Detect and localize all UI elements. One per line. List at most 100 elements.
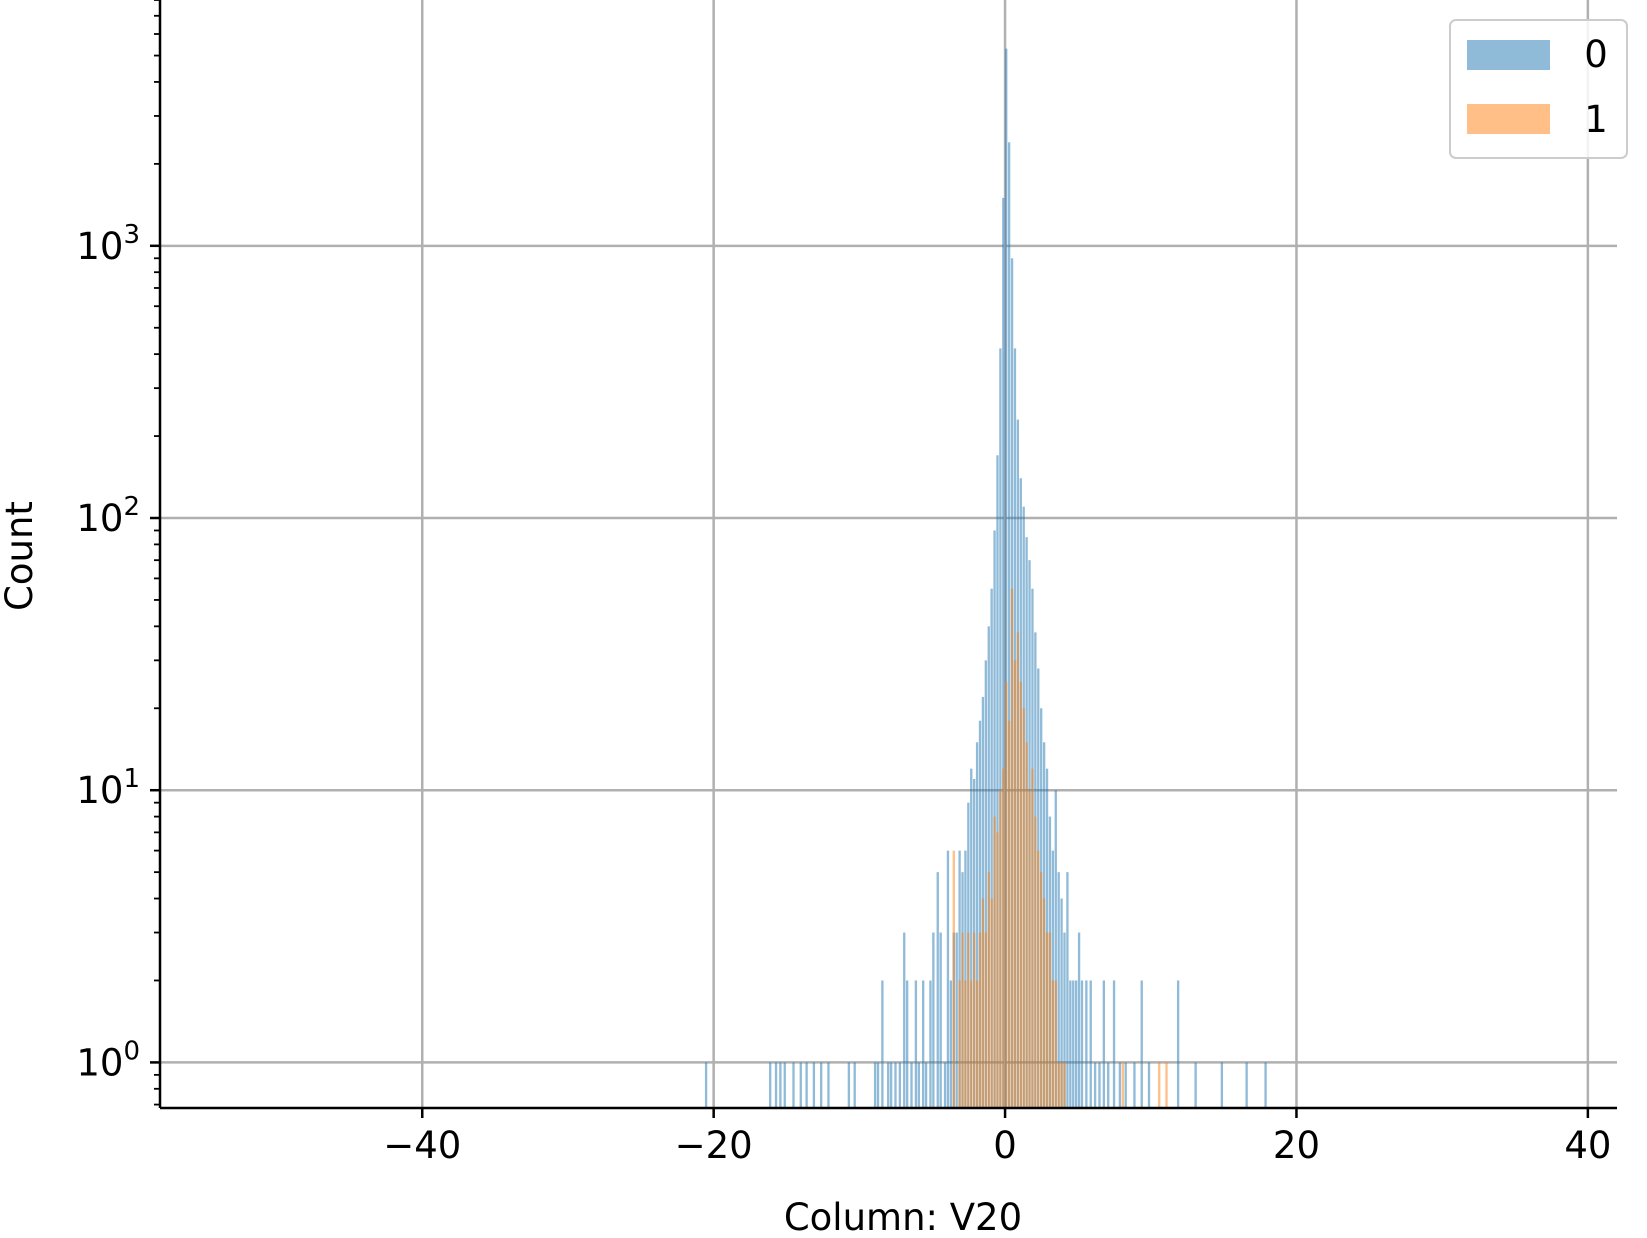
histogram-bar-series-1 xyxy=(1045,932,1049,1108)
histogram-bar-series-0 xyxy=(922,980,925,1108)
histogram-bar-series-0 xyxy=(1051,850,1055,1108)
y-tick-label: 101 xyxy=(76,764,140,812)
histogram-bar-series-1 xyxy=(1158,1062,1161,1108)
tick-marks xyxy=(150,0,1590,1118)
histogram-bar-series-1 xyxy=(978,932,982,1108)
histogram-bar-series-0 xyxy=(946,850,950,1108)
histogram-bar-series-0 xyxy=(905,980,909,1108)
histogram-bar-series-0 xyxy=(999,348,1002,1109)
histogram-bar-series-0 xyxy=(873,1062,877,1108)
histogram-bar-series-1 xyxy=(1048,932,1052,1108)
y-axis-title: Count xyxy=(0,501,41,611)
histogram-bar-series-0 xyxy=(1060,898,1063,1108)
histogram-bar-series-0 xyxy=(805,1062,808,1108)
histogram-bar-series-0 xyxy=(1220,1062,1224,1108)
histogram-bar-series-1 xyxy=(1042,898,1046,1108)
histogram-bar-series-0 xyxy=(1118,1062,1122,1108)
histogram-bar-series-1 xyxy=(970,980,973,1108)
histogram-bar-series-0 xyxy=(889,1062,893,1108)
histogram-bar-series-0 xyxy=(1072,980,1075,1108)
histogram-bar-series-1 xyxy=(1040,872,1043,1108)
histogram-bar-series-0 xyxy=(1264,1062,1267,1108)
histogram-bar-series-0 xyxy=(1005,48,1008,1109)
histogram-bar-series-1 xyxy=(990,898,993,1108)
histogram-bar-series-0 xyxy=(799,1062,802,1108)
histogram-bar-series-0 xyxy=(769,1062,772,1108)
histogram-bar-series-0 xyxy=(853,1062,856,1108)
histogram-bar-series-1 xyxy=(964,980,967,1108)
histogram-bar-series-0 xyxy=(827,1062,830,1108)
histogram-bar-series-0 xyxy=(876,1062,880,1108)
histogram-bar-series-0 xyxy=(1077,932,1081,1108)
histogram-bar-series-1 xyxy=(1057,1062,1060,1108)
histogram-bar-series-0 xyxy=(1074,980,1078,1108)
histogram-bar-series-1 xyxy=(984,932,987,1108)
histogram-bar-series-1 xyxy=(1165,1062,1168,1108)
histogram-bar-series-1 xyxy=(1025,742,1028,1108)
histogram-bar-series-0 xyxy=(924,1062,928,1108)
histogram-bar-series-0 xyxy=(792,1062,795,1108)
histogram-bar-series-1 xyxy=(1028,790,1031,1108)
histogram-bar-series-0 xyxy=(779,1062,782,1108)
histogram-bar-series-0 xyxy=(932,932,935,1108)
x-tick-label: 0 xyxy=(993,1124,1017,1167)
histogram-bar-series-0 xyxy=(881,980,884,1108)
histogram-bar-series-0 xyxy=(975,742,979,1108)
histogram-bar-series-0 xyxy=(958,850,961,1108)
axes xyxy=(158,0,1617,1110)
histogram-bar-series-0 xyxy=(1176,980,1180,1108)
x-tick-label: 40 xyxy=(1564,1124,1611,1167)
histogram-bar-series-0 xyxy=(1085,980,1088,1108)
histogram-bar-series-0 xyxy=(812,1062,816,1108)
histogram-bar-series-0 xyxy=(1057,872,1060,1108)
histogram-bar-series-0 xyxy=(914,980,918,1108)
histogram-bar-series-0 xyxy=(910,1062,913,1108)
histogram-bar-series-1 xyxy=(1051,980,1055,1108)
histogram-bar-series-0 xyxy=(783,1062,786,1108)
histogram-bar-series-0 xyxy=(704,1062,708,1108)
histogram-bar-series-1 xyxy=(1002,768,1005,1108)
histogram-bar-series-1 xyxy=(967,932,970,1108)
histogram-bar-series-1 xyxy=(1007,720,1011,1108)
histogram-bar-series-1 xyxy=(1013,660,1017,1108)
histogram-bar-series-0 xyxy=(1054,790,1057,1108)
histogram-bar-series-0 xyxy=(955,932,958,1108)
histogram-bar-series-0 xyxy=(1112,980,1116,1108)
x-axis-title: Column: V20 xyxy=(784,1196,1022,1238)
x-tick-label: 20 xyxy=(1273,1124,1320,1167)
histogram-bar-series-0 xyxy=(1147,1062,1151,1108)
histogram-bar-series-1 xyxy=(1060,1062,1063,1108)
histogram-bar-series-0 xyxy=(936,872,939,1108)
histogram-bar-series-0 xyxy=(978,720,982,1108)
histogram-bar-series-1 xyxy=(961,932,964,1108)
histogram-bar-series-1 xyxy=(1054,980,1057,1108)
histogram-bar-series-0 xyxy=(847,1062,851,1108)
histogram-bar-series-1 xyxy=(993,816,996,1108)
legend-swatch-0 xyxy=(1467,40,1550,70)
histogram-bar-series-0 xyxy=(917,1062,920,1108)
histogram-bar-series-0 xyxy=(1124,1062,1127,1108)
histogram-bar-series-1 xyxy=(1034,816,1037,1108)
legend-label-1: 1 xyxy=(1584,98,1608,141)
histogram-bar-series-1 xyxy=(1005,681,1008,1108)
histogram-bar-series-0 xyxy=(964,850,967,1108)
histogram-bars xyxy=(704,48,1267,1109)
histogram-bar-series-1 xyxy=(1031,768,1034,1108)
histogram-bar-series-1 xyxy=(1010,588,1014,1108)
y-tick-label: 103 xyxy=(76,220,140,268)
histogram-bar-series-0 xyxy=(887,1062,890,1108)
histogram-bar-series-0 xyxy=(898,1062,902,1108)
histogram-bar-series-0 xyxy=(1063,932,1066,1108)
histogram-bar-series-0 xyxy=(1002,197,1005,1108)
histogram-bar-series-0 xyxy=(1140,980,1143,1108)
histogram-bar-series-0 xyxy=(1133,1062,1136,1108)
histogram-bar-series-0 xyxy=(1098,1062,1101,1108)
x-tick-label: −20 xyxy=(675,1124,753,1167)
histogram-bar-series-0 xyxy=(1093,1062,1097,1108)
histogram-bar-series-0 xyxy=(929,980,932,1108)
histogram-bar-series-1 xyxy=(958,980,961,1108)
legend: 0 1 xyxy=(1449,19,1628,159)
histogram-bar-series-1 xyxy=(1022,708,1025,1108)
histogram-bar-series-0 xyxy=(1245,1062,1248,1108)
